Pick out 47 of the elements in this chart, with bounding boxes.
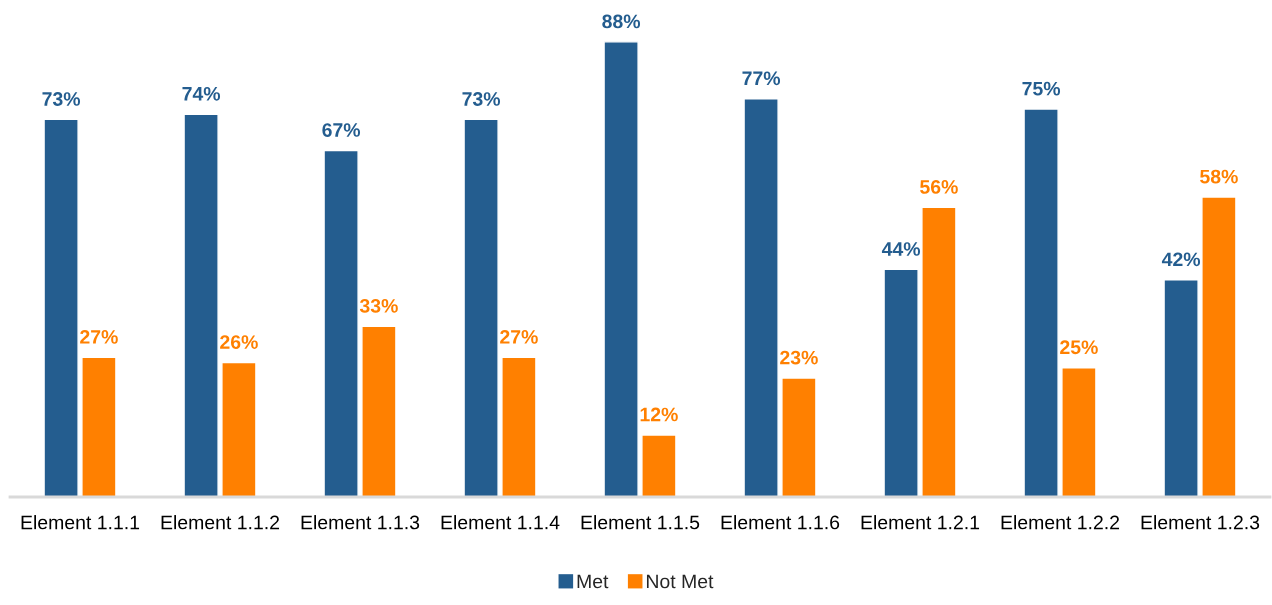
legend-label: Met (577, 574, 609, 589)
data-label: 88% (602, 14, 641, 29)
data-label: 77% (742, 71, 781, 86)
data-label: 33% (359, 298, 398, 313)
x-tick-label: Element 1.1.6 (721, 515, 840, 530)
bar (883, 268, 919, 497)
legend-label: Not Met (646, 574, 714, 589)
bar (641, 434, 677, 497)
bar (81, 356, 117, 497)
bar (743, 98, 779, 497)
data-label: 25% (1060, 340, 1098, 355)
x-tick-label: Element 1.2.1 (861, 515, 980, 530)
data-label: 42% (1161, 252, 1201, 267)
bar (183, 113, 219, 497)
x-tick-label: Element 1.2.3 (1141, 515, 1260, 530)
bar (1163, 279, 1199, 497)
x-tick-label: Element 1.1.3 (301, 515, 420, 530)
data-label: 44% (881, 242, 921, 256)
bar (1023, 108, 1059, 497)
bar (781, 377, 817, 497)
bar (463, 118, 499, 497)
x-tick-label: Element 1.1.4 (441, 515, 560, 530)
data-label: 73% (42, 92, 81, 106)
bar (1061, 367, 1097, 497)
data-label: 75% (1022, 81, 1061, 96)
bar (921, 206, 957, 497)
data-label: 58% (1200, 169, 1238, 184)
data-label: 26% (220, 335, 258, 349)
x-tick-label: Element 1.2.2 (1001, 515, 1120, 530)
data-label: 27% (80, 330, 118, 344)
x-tick-label: Element 1.1.5 (581, 515, 700, 530)
x-tick-label: Element 1.1.1 (21, 515, 140, 530)
data-label: 12% (640, 407, 678, 422)
data-label: 56% (920, 180, 958, 194)
data-label: 74% (182, 86, 221, 101)
bar (501, 356, 537, 497)
bar (361, 325, 397, 497)
bar (323, 149, 359, 497)
data-label: 27% (500, 330, 538, 344)
bar (43, 118, 79, 497)
data-label: 23% (780, 350, 818, 365)
data-label: 73% (462, 92, 501, 106)
x-tick-label: Element 1.1.2 (161, 515, 280, 530)
bar (221, 361, 257, 497)
data-label: 67% (322, 123, 361, 137)
bar (603, 41, 639, 497)
bar (1201, 196, 1237, 497)
